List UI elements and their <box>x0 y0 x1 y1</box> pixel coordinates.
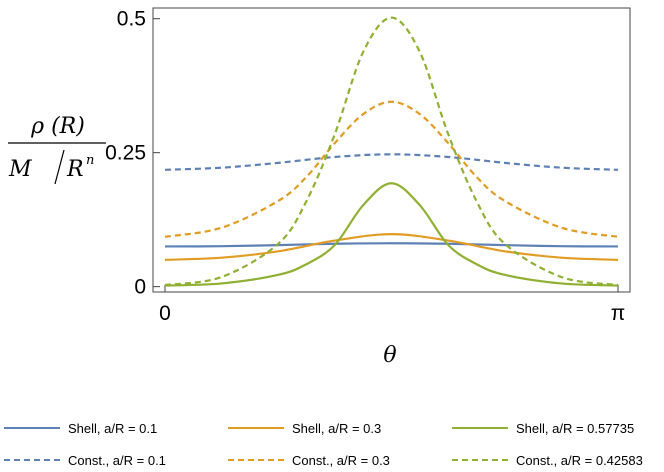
legend-label: Const., a/R = 0.42583 <box>516 453 643 468</box>
legend-label: Const., a/R = 0.3 <box>292 453 390 468</box>
y-label-numerator: ρ (R) <box>30 114 85 139</box>
x-axis-label: θ <box>383 343 396 368</box>
series-lines <box>164 16 619 287</box>
y-label-denominator-r: R <box>66 157 84 182</box>
y-label-slash <box>54 149 65 185</box>
plot-frame <box>152 7 631 293</box>
series-line-3 <box>164 153 619 171</box>
legend-label: Shell, a/R = 0.57735 <box>516 421 634 436</box>
series-line-1 <box>164 233 619 261</box>
x-tick-label: π <box>611 302 626 325</box>
axis-ticks <box>153 18 619 292</box>
y-axis-label: ρ (R) M R n <box>8 114 106 185</box>
legend-label: Shell, a/R = 0.1 <box>68 421 157 436</box>
series-line-5 <box>164 16 619 287</box>
y-label-denominator-m: M <box>8 157 32 182</box>
series-line-4 <box>164 100 619 238</box>
x-tick-label: 0 <box>159 302 171 325</box>
y-tick-label: 0.5 <box>117 8 146 31</box>
legend: Shell, a/R = 0.1 Shell, a/R = 0.3 Shell, a… <box>4 421 643 468</box>
y-label-exponent: n <box>86 153 94 168</box>
tick-labels: 0 0.25 0.5 0 π <box>105 8 625 325</box>
series-line-0 <box>164 242 619 248</box>
y-tick-label: 0.25 <box>105 142 146 165</box>
y-tick-label: 0 <box>134 276 146 299</box>
legend-label: Const., a/R = 0.1 <box>68 453 166 468</box>
series-line-2 <box>164 182 619 287</box>
legend-label: Shell, a/R = 0.3 <box>292 421 381 436</box>
